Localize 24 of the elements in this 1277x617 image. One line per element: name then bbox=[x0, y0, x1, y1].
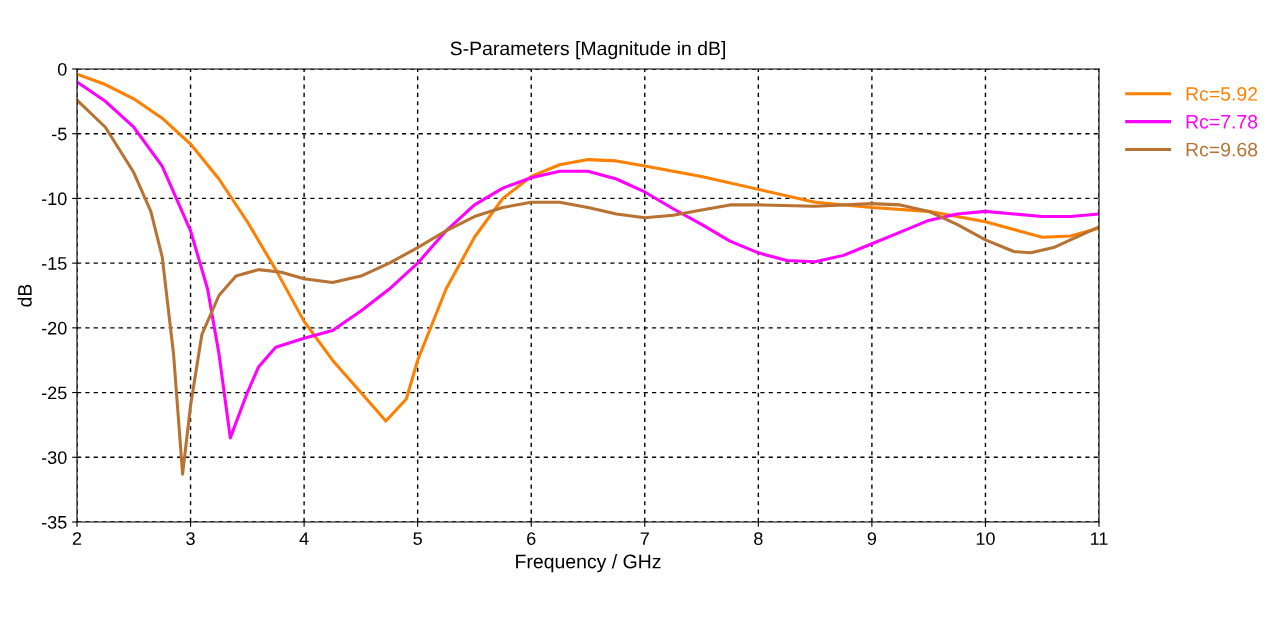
y-tick-label: -35 bbox=[41, 515, 67, 529]
x-tick-label: 9 bbox=[867, 532, 877, 545]
x-tick-label: 4 bbox=[299, 532, 309, 545]
y-tick-label: -5 bbox=[52, 127, 67, 141]
y-axis-title: dB bbox=[17, 284, 32, 307]
y-tick-label: -10 bbox=[41, 192, 67, 206]
x-tick-label: 11 bbox=[1091, 532, 1108, 545]
chart-title: S-Parameters [Magnitude in dB] bbox=[450, 41, 725, 60]
legend-label: Rc=7.78 bbox=[1186, 114, 1258, 129]
y-tick-label: 0 bbox=[57, 62, 67, 76]
y-tick-label: -15 bbox=[41, 257, 67, 270]
legend-label: Rc=5.92 bbox=[1186, 87, 1258, 101]
x-tick-label: 6 bbox=[527, 532, 536, 545]
legend-label: Rc=9.68 bbox=[1186, 142, 1258, 157]
x-tick-label: 2 bbox=[72, 532, 82, 545]
x-tick-label: 7 bbox=[640, 532, 649, 545]
x-tick-label: 10 bbox=[976, 532, 995, 545]
y-tick-label: -20 bbox=[41, 321, 67, 335]
y-tick-label: -30 bbox=[41, 451, 67, 465]
y-tick-label: -25 bbox=[41, 386, 67, 400]
x-tick-label: 8 bbox=[754, 532, 763, 545]
x-axis-title: Frequency / GHz bbox=[516, 554, 661, 573]
x-tick-label: 5 bbox=[413, 532, 422, 545]
x-tick-label: 3 bbox=[186, 532, 195, 545]
